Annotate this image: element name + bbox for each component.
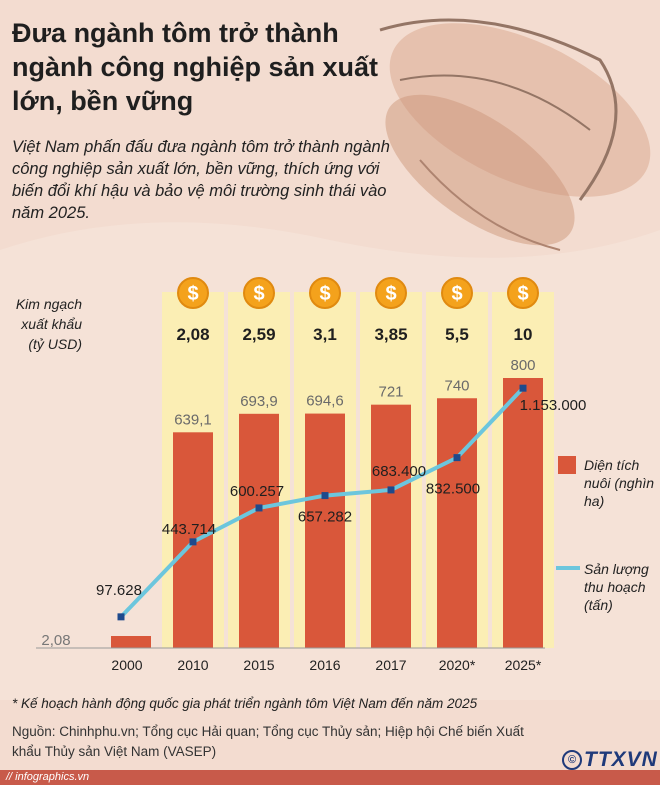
- x-tick-label: 2016: [309, 657, 340, 673]
- output-point-label: 832.500: [426, 481, 480, 498]
- area-bar: [111, 636, 151, 648]
- shrimp-illustration: [379, 18, 651, 251]
- output-point: [453, 454, 461, 462]
- output-point: [117, 613, 125, 621]
- area-bar-label: 693,9: [240, 393, 278, 410]
- svg-text:$: $: [187, 283, 198, 305]
- output-point: [387, 486, 395, 494]
- coin-icon: $: [441, 277, 473, 309]
- x-tick-label: 2020*: [439, 657, 476, 673]
- legend-area-label: Diện tích nuôi (nghìn ha): [584, 457, 655, 509]
- output-point-label: 683.400: [372, 463, 426, 480]
- svg-text:$: $: [385, 283, 396, 305]
- area-bar-label: 2,08: [41, 632, 70, 649]
- svg-text:$: $: [319, 283, 330, 305]
- output-point: [321, 492, 329, 500]
- output-point-label: 600.257: [230, 483, 284, 500]
- export-axis-label: Kim ngạch xuất khẩu (tỷ USD): [15, 296, 82, 352]
- export-value-label: 3,85: [374, 325, 407, 344]
- legend-area-swatch: [558, 456, 576, 474]
- coin-icon: $: [243, 277, 275, 309]
- output-point-label: 443.714: [162, 521, 216, 538]
- svg-text:$: $: [451, 283, 462, 305]
- output-point-label: 97.628: [96, 582, 142, 599]
- area-bar: [371, 404, 411, 648]
- output-point-label: 1.153.000: [520, 397, 587, 414]
- area-bar-label: 721: [378, 384, 403, 401]
- source-text: Nguồn: Chinhphu.vn; Tổng cục Hải quan; T…: [12, 724, 524, 759]
- area-bar-label: 740: [444, 377, 469, 394]
- x-tick-label: 2015: [243, 657, 274, 673]
- ttxvn-logo: © TTXVN: [560, 748, 657, 772]
- footer-url: // infographics.vn: [6, 771, 90, 783]
- x-tick-label: 2000: [111, 657, 142, 673]
- area-bar: [239, 413, 279, 648]
- export-value-label: 3,1: [313, 325, 337, 344]
- svg-text:$: $: [517, 283, 528, 305]
- export-value-label: 2,59: [242, 325, 275, 344]
- area-bar: [305, 413, 345, 648]
- page-title: Đưa ngành tôm trở thành ngành công nghiệ…: [12, 18, 379, 116]
- output-point: [519, 384, 527, 392]
- footnote: * Kế hoạch hành động quốc gia phát triển…: [12, 696, 478, 711]
- export-value-label: 2,08: [176, 325, 209, 344]
- logo-text: TTXVN: [584, 748, 658, 771]
- svg-text:$: $: [253, 283, 264, 305]
- coin-icon: $: [375, 277, 407, 309]
- area-bar: [503, 378, 543, 648]
- area-bar-label: 694,6: [306, 393, 344, 410]
- area-bar: [437, 398, 477, 648]
- area-bar-label: 800: [510, 357, 535, 374]
- coin-icon: $: [507, 277, 539, 309]
- area-bar-label: 639,1: [174, 411, 212, 428]
- export-value-label: 5,5: [445, 325, 469, 344]
- footer-bar: // infographics.vn: [0, 770, 660, 785]
- export-value-label: 10: [514, 325, 533, 344]
- copyright-icon: ©: [562, 750, 582, 770]
- coin-icon: $: [177, 277, 209, 309]
- x-tick-label: 2025*: [505, 657, 542, 673]
- legend-output-label: Sản lượng thu hoạch (tấn): [584, 561, 649, 613]
- x-tick-label: 2010: [177, 657, 208, 673]
- x-tick-label: 2017: [375, 657, 406, 673]
- output-point: [255, 504, 263, 512]
- page-subtitle: Việt Nam phấn đấu đưa ngành tôm trở thàn…: [12, 138, 390, 222]
- output-point-label: 657.282: [298, 509, 352, 526]
- output-point: [189, 538, 197, 546]
- coin-icon: $: [309, 277, 341, 309]
